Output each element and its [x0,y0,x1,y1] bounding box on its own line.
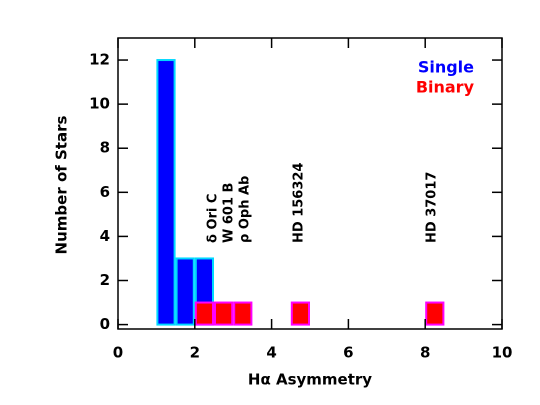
legend-label: Binary [416,78,475,97]
x-axis-label: Hα Asymmetry [248,371,372,389]
x-tick-label: 6 [343,344,353,362]
bar [156,59,176,326]
bar [425,301,445,326]
x-tick-label: 4 [266,344,276,362]
x-tick-label: 2 [190,344,200,362]
annotation: δ Ori C [206,194,221,243]
y-tick-label: 0 [100,315,110,333]
annotation: ρ Oph Ab [238,176,253,243]
plot-frame [117,37,503,330]
bar [290,301,310,326]
y-tick-label: 6 [100,183,110,201]
annotation: W 601 B [222,183,237,243]
bar [175,257,195,326]
bar [233,301,253,326]
y-tick-label: 10 [89,95,110,113]
y-tick-label: 2 [100,271,110,289]
y-axis-label: Number of Stars [53,115,71,254]
y-tick-label: 8 [100,139,110,157]
bar [194,301,215,326]
legend-label: Single [418,58,474,77]
annotation: HD 37017 [425,172,440,243]
x-tick-label: 10 [492,344,513,362]
bar [214,301,234,326]
annotation: HD 156324 [292,163,307,243]
y-tick-label: 12 [89,51,110,69]
x-tick-label: 0 [113,344,123,362]
y-tick-label: 4 [100,227,110,245]
x-tick-label: 8 [420,344,430,362]
